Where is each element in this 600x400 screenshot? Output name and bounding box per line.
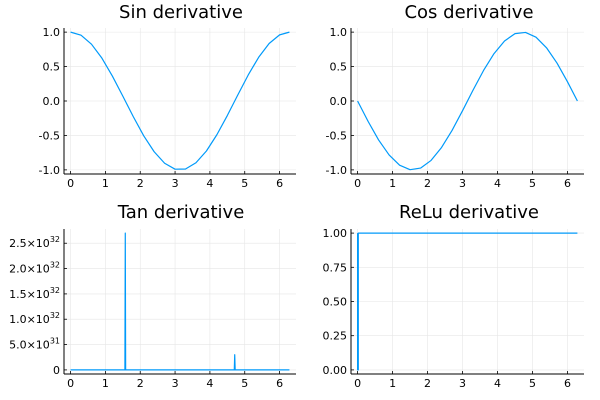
- x-tick-label: 3: [172, 177, 179, 190]
- subplot-4: ReLu derivative 0 1 2 3 4 5 6 0.00 0.25 0.50 0.75 1.…: [323, 202, 584, 390]
- subplot-3-title: Tan derivative: [117, 202, 245, 223]
- x-tick-label: 5: [529, 177, 536, 190]
- x-tick-label: 2: [424, 177, 431, 190]
- x-tick-label: 3: [459, 177, 466, 190]
- y-tick-label: 2.0×1032: [9, 261, 60, 276]
- x-tick-label: 4: [494, 377, 501, 390]
- x-tick-label: 6: [276, 177, 283, 190]
- x-tick-label: 0: [67, 177, 74, 190]
- y-tick-label: 1.5×1032: [9, 286, 60, 301]
- x-tick-label: 1: [102, 377, 109, 390]
- y-tick-label: 0: [53, 364, 60, 377]
- y-tick-label: 0.0: [43, 95, 61, 108]
- y-tick-label: -0.5: [39, 129, 60, 142]
- subplot-4-title: ReLu derivative: [399, 202, 539, 223]
- y-tick-label: 1.0: [43, 26, 61, 39]
- x-tick-label: 1: [389, 177, 396, 190]
- x-tick-label: 5: [241, 377, 248, 390]
- x-tick-label: 5: [529, 377, 536, 390]
- y-tick-label: 0.25: [323, 330, 348, 343]
- x-tick-label: 6: [564, 177, 571, 190]
- x-tick-label: 0: [354, 177, 361, 190]
- y-tick-label: 1.0×1032: [9, 311, 60, 326]
- y-tick-label: -0.5: [326, 129, 347, 142]
- series-line: [357, 31, 578, 171]
- y-tick-label: 0.50: [323, 296, 348, 309]
- x-tick-label: 0: [67, 377, 74, 390]
- y-tick-label: 1.0: [330, 26, 348, 39]
- x-tick-label: 4: [494, 177, 501, 190]
- y-tick-label: 0.5: [43, 61, 61, 74]
- series-line: [70, 31, 290, 170]
- series-line: [356, 232, 578, 371]
- x-tick-label: 2: [424, 377, 431, 390]
- subplot-1-title: Sin derivative: [119, 2, 243, 23]
- subplot-1: Sin derivative 0 1 2 3 4 5 6 -1.0 -0.5 0.0 0.5 1.0: [39, 2, 296, 190]
- x-tick-label: 2: [137, 377, 144, 390]
- x-tick-label: 0: [354, 377, 361, 390]
- y-tick-label: 0.00: [323, 364, 348, 377]
- x-tick-label: 6: [564, 377, 571, 390]
- y-tick-label: 1.00: [323, 227, 348, 240]
- y-tick-label: 0.0: [330, 95, 348, 108]
- x-tick-label: 1: [102, 177, 109, 190]
- x-tick-label: 5: [241, 177, 248, 190]
- y-tick-label: -1.0: [39, 164, 60, 177]
- x-tick-label: 1: [389, 377, 396, 390]
- y-tick-label: 0.5: [330, 61, 348, 74]
- subplot-2-title: Cos derivative: [404, 2, 533, 23]
- x-tick-label: 3: [172, 377, 179, 390]
- y-tick-label: -1.0: [326, 164, 347, 177]
- subplot-3: Tan derivative 0 1 2 3 4 5 6 0 5.0×1031 1.0×1032 1.…: [9, 202, 296, 390]
- x-tick-label: 6: [276, 377, 283, 390]
- x-tick-label: 4: [206, 377, 213, 390]
- series-line: [70, 232, 290, 371]
- y-tick-label: 2.5×1032: [9, 235, 60, 250]
- x-tick-label: 3: [459, 377, 466, 390]
- y-tick-label: 0.75: [323, 261, 348, 274]
- x-tick-label: 2: [137, 177, 144, 190]
- subplot-2: Cos derivative 0 1 2 3 4 5 6 -1.0 -0.5 0.0 0.5 1.0: [326, 2, 584, 190]
- x-tick-label: 4: [206, 177, 213, 190]
- y-tick-label: 5.0×1031: [9, 337, 60, 352]
